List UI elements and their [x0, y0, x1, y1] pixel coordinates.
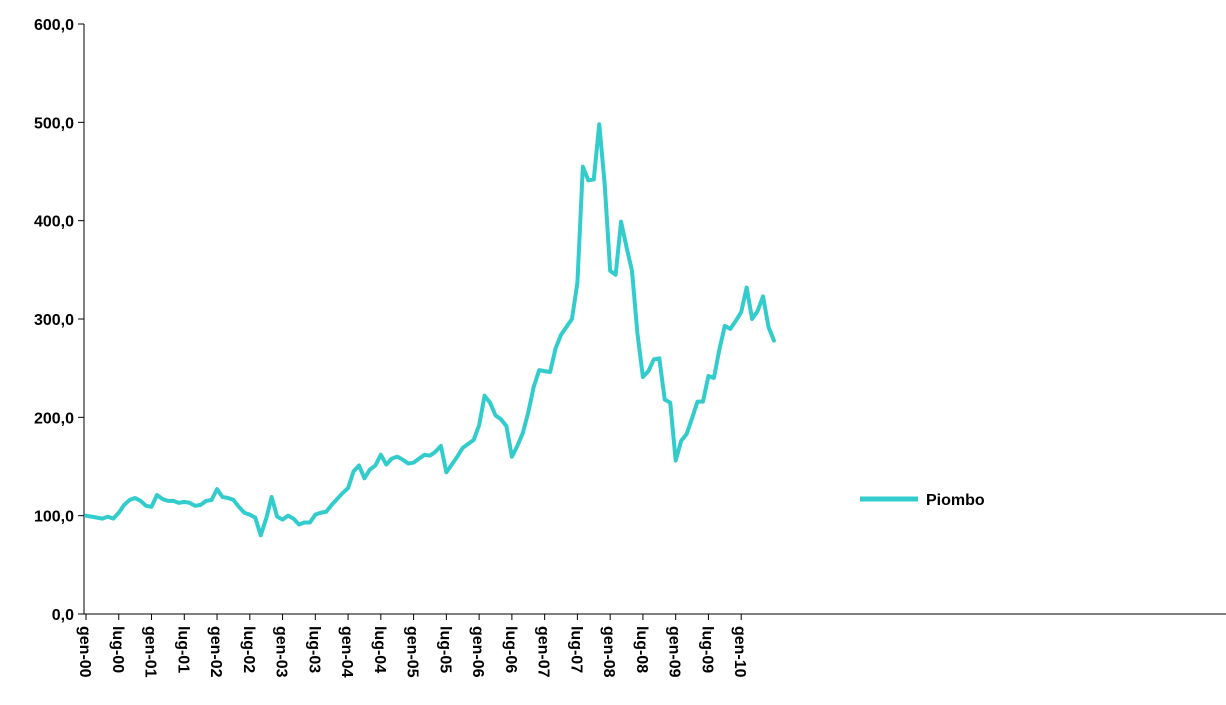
x-tick-label: gen-06 — [469, 626, 486, 678]
legend-label: Piombo — [926, 492, 985, 509]
x-tick-label: lug-01 — [174, 626, 191, 673]
series-layer — [84, 122, 776, 538]
legend: Piombo — [860, 492, 985, 509]
x-axis: gen-00 lug-00 gen-01 lug-01 gen-02 lug-02 gen-… — [76, 613, 1226, 678]
x-tick-label: lug-06 — [502, 626, 519, 673]
x-tick-label: lug-03 — [305, 626, 322, 673]
y-tick-label: 400,0 — [34, 214, 74, 231]
x-tick-label: gen-09 — [666, 626, 683, 678]
x-tick-label: lug-08 — [633, 626, 650, 673]
x-tick-label: gen-10 — [731, 626, 748, 678]
x-tick-label: gen-04 — [338, 626, 355, 678]
x-tick-label: gen-07 — [535, 626, 552, 678]
y-tick-label: 100,0 — [34, 509, 74, 526]
x-tick-label: gen-01 — [142, 626, 159, 678]
y-tick-label: 0,0 — [52, 607, 74, 624]
x-tick-label: gen-08 — [600, 626, 617, 678]
x-tick-label: lug-02 — [240, 626, 257, 673]
x-tick-label: gen-00 — [76, 626, 93, 678]
y-tick-label: 300,0 — [34, 312, 74, 329]
x-tick-label: lug-00 — [109, 626, 126, 673]
y-tick-label: 500,0 — [34, 115, 74, 132]
x-tick-label: lug-09 — [698, 626, 715, 673]
series-line-piombo — [84, 122, 776, 538]
x-tick-label: lug-04 — [371, 626, 388, 673]
y-axis: 0,0 100,0 200,0 300,0 400,0 500,0 600,0 — [34, 17, 85, 624]
x-tick-label: lug-07 — [567, 626, 584, 673]
y-tick-label: 600,0 — [34, 17, 74, 34]
x-tick-label: gen-03 — [273, 626, 290, 678]
x-tick-label: lug-05 — [436, 626, 453, 673]
y-tick-label: 200,0 — [34, 410, 74, 427]
x-tick-label: gen-05 — [404, 626, 421, 678]
x-tick-label: gen-02 — [207, 626, 224, 678]
